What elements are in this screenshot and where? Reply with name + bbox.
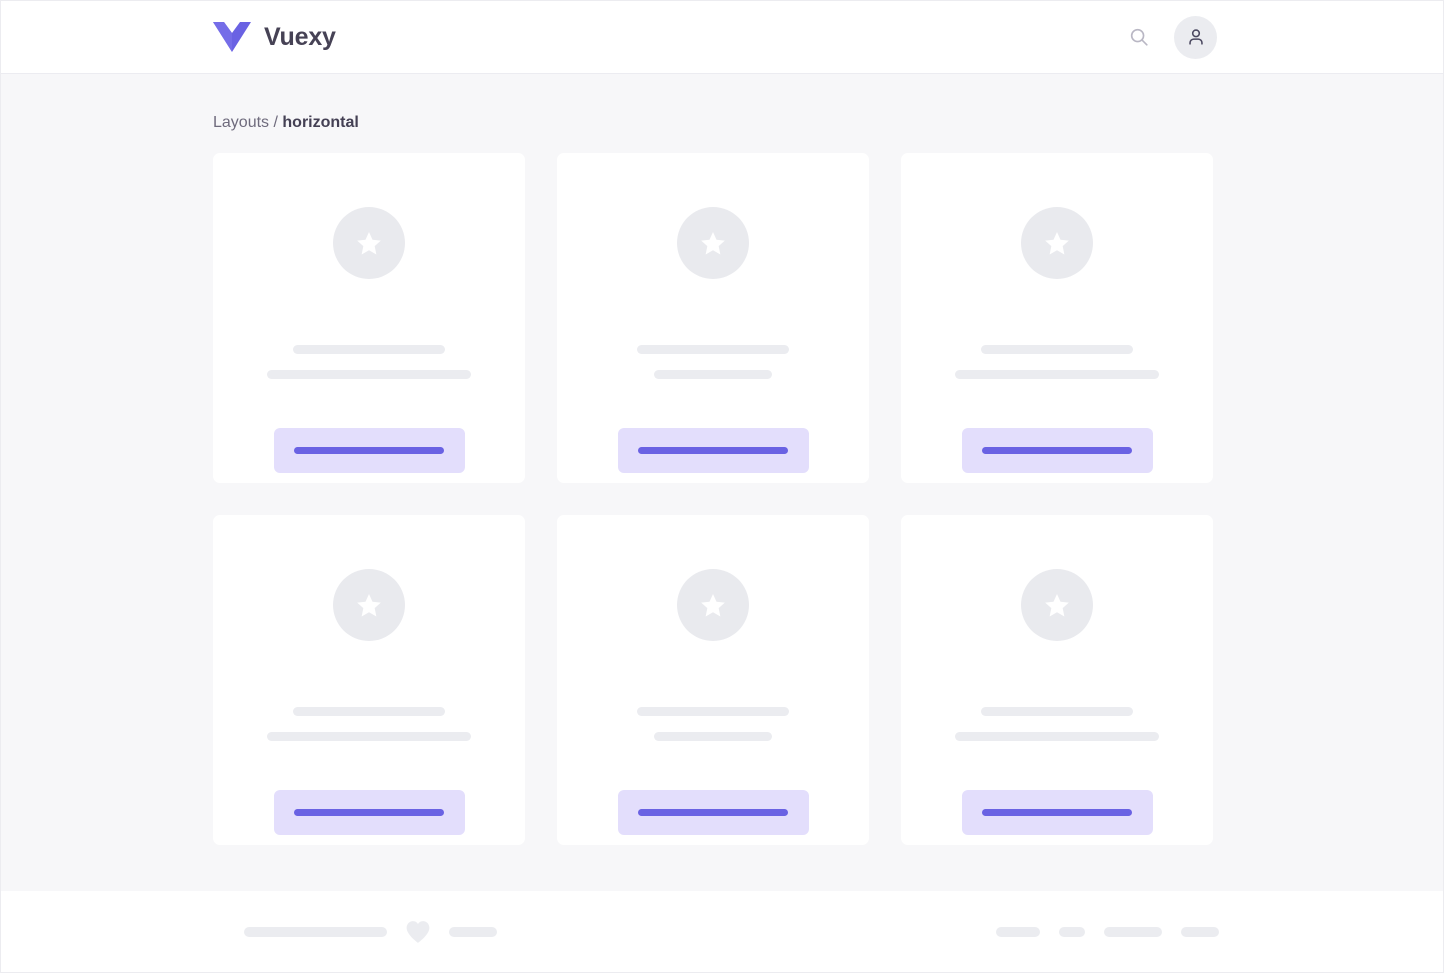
card-line-secondary	[955, 732, 1159, 742]
content-card[interactable]	[213, 153, 525, 484]
card-button-label-bar	[294, 809, 444, 817]
star-icon	[701, 231, 725, 255]
footer-left-group	[244, 920, 497, 944]
breadcrumb-parent[interactable]: Layouts	[213, 114, 270, 131]
brand[interactable]: Vuexy	[213, 22, 336, 52]
card-line-primary	[637, 707, 789, 717]
card-line-primary	[293, 707, 445, 717]
card-avatar	[677, 569, 749, 642]
main-content: Layouts / horizontal	[1, 74, 1443, 891]
content-card[interactable]	[901, 515, 1213, 846]
card-line-primary	[293, 345, 445, 355]
header-actions	[1126, 15, 1217, 59]
breadcrumb-current: horizontal	[282, 114, 359, 131]
breadcrumb: Layouts / horizontal	[213, 74, 1231, 153]
card-action-button[interactable]	[961, 428, 1153, 474]
card-action-button[interactable]	[617, 428, 809, 474]
app-header: Vuexy	[1, 1, 1443, 74]
card-action-button[interactable]	[617, 790, 809, 836]
card-grid	[213, 153, 1231, 846]
star-icon	[701, 593, 725, 617]
card-line-secondary	[955, 370, 1159, 380]
card-action-button[interactable]	[273, 790, 465, 836]
card-line-primary	[637, 345, 789, 355]
app-footer	[1, 891, 1443, 972]
content-card[interactable]	[557, 153, 869, 484]
search-icon[interactable]	[1126, 24, 1152, 50]
content-card[interactable]	[901, 153, 1213, 484]
card-line-secondary	[267, 732, 471, 742]
footer-text-bar	[244, 926, 387, 937]
star-icon	[357, 593, 381, 617]
card-line-primary	[981, 707, 1133, 717]
content-card[interactable]	[557, 515, 869, 846]
footer-link-bar[interactable]	[1181, 926, 1219, 937]
footer-link-bar[interactable]	[1104, 926, 1162, 937]
card-button-label-bar	[638, 809, 788, 817]
star-icon	[357, 231, 381, 255]
card-line-secondary	[654, 732, 772, 742]
card-action-button[interactable]	[961, 790, 1153, 836]
heart-icon	[406, 920, 430, 943]
card-button-label-bar	[638, 447, 788, 455]
search-glyph	[1130, 28, 1148, 46]
card-button-label-bar	[294, 447, 444, 455]
card-avatar	[677, 207, 749, 280]
user-avatar-icon	[1188, 29, 1203, 45]
card-avatar	[333, 569, 405, 642]
card-avatar	[1021, 569, 1093, 642]
card-line-secondary	[267, 370, 471, 380]
breadcrumb-separator: /	[273, 114, 278, 131]
card-avatar	[333, 207, 405, 280]
card-button-label-bar	[982, 809, 1132, 817]
card-avatar	[1021, 207, 1093, 280]
brand-name: Vuexy	[264, 22, 336, 51]
footer-text-bar	[449, 926, 497, 937]
card-button-label-bar	[982, 447, 1132, 455]
card-line-primary	[981, 345, 1133, 355]
footer-right-group	[996, 926, 1219, 937]
avatar[interactable]	[1174, 15, 1217, 59]
card-line-secondary	[654, 370, 772, 380]
star-icon	[1045, 593, 1069, 617]
card-action-button[interactable]	[273, 428, 465, 474]
content-card[interactable]	[213, 515, 525, 846]
vuexy-v-logo-icon	[213, 22, 251, 52]
star-icon	[1045, 231, 1069, 255]
footer-link-bar[interactable]	[1059, 926, 1085, 937]
footer-link-bar[interactable]	[996, 926, 1040, 937]
